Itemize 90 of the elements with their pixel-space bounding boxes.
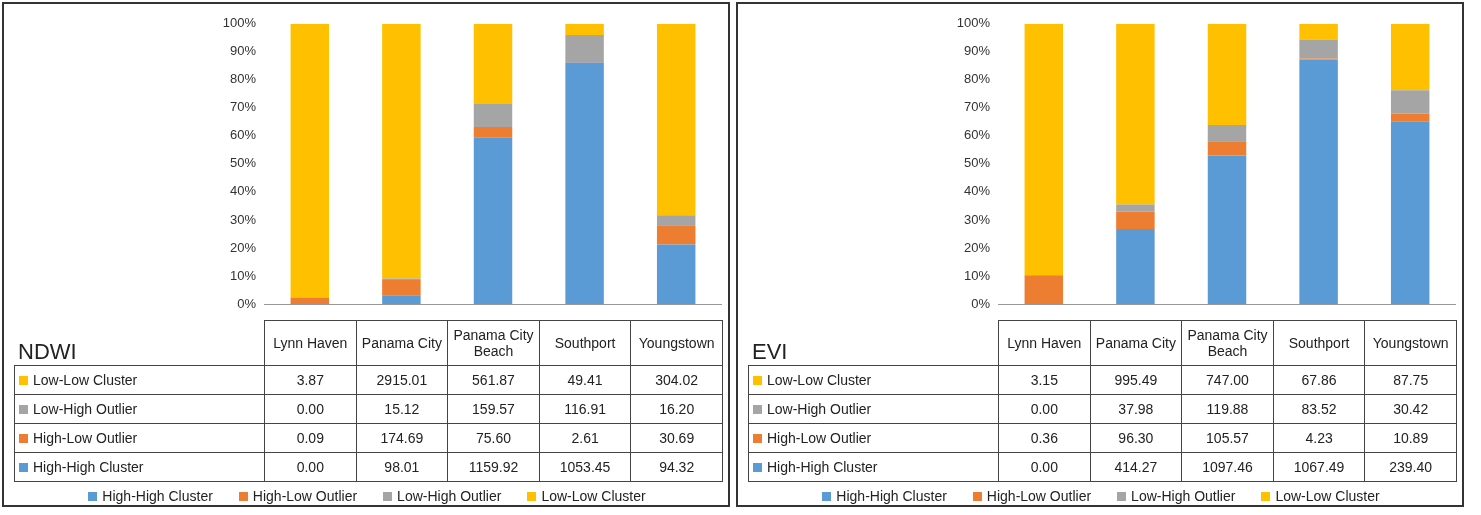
y-tick-label: 100% — [956, 15, 991, 31]
y-tick-label: 60% — [229, 127, 257, 143]
text: 16.20 — [630, 394, 723, 424]
legend-label: Low-Low Cluster — [14, 365, 265, 395]
text: 30.42 — [1364, 394, 1457, 424]
text: 174.69 — [356, 423, 448, 453]
text: 119.88 — [1181, 394, 1274, 424]
text: 0.09 — [264, 423, 357, 453]
text: 49.41 — [539, 365, 631, 395]
text: 37.98 — [1090, 394, 1182, 424]
text: 2.61 — [539, 423, 631, 453]
y-tick-label: 80% — [229, 71, 257, 87]
y-tick-label: 0% — [971, 295, 991, 311]
text: 87.75 — [1364, 365, 1457, 395]
text: 1053.45 — [539, 452, 631, 482]
text: 30.69 — [630, 423, 723, 453]
legend-title: NDWI — [18, 339, 77, 365]
text: 3.15 — [998, 365, 1091, 395]
text: 239.40 — [1364, 452, 1457, 482]
text: 105.57 — [1181, 423, 1274, 453]
y-tick-label: 70% — [963, 99, 991, 115]
x-tick-label: Panama City — [1090, 320, 1182, 366]
legend-label: Low-High Outlier — [396, 488, 502, 504]
text: Low-Low Cluster — [1275, 488, 1380, 504]
y-tick-label: 0% — [237, 295, 257, 311]
text: 747.00 — [1181, 365, 1274, 395]
text: High-Low Outlier — [767, 430, 872, 446]
y-tick-label: 10% — [229, 267, 257, 283]
x-tick-label: Youngstown — [630, 320, 723, 366]
legend-title: EVI — [752, 339, 788, 365]
text: 0.00 — [264, 394, 357, 424]
x-tick-label: Youngstown — [1364, 320, 1457, 366]
text: 159.57 — [447, 394, 540, 424]
legend-label: High-High Cluster — [835, 488, 947, 504]
x-tick-label: Lynn Haven — [998, 320, 1091, 366]
text: 3.87 — [264, 365, 357, 395]
text: 0.00 — [998, 394, 1091, 424]
y-tick-label: 20% — [229, 239, 257, 255]
text: 1067.49 — [1273, 452, 1365, 482]
text: 0.00 — [998, 452, 1091, 482]
text: 98.01 — [356, 452, 448, 482]
y-tick-label: 10% — [963, 267, 991, 283]
y-tick-label: 70% — [229, 99, 257, 115]
y-tick-label: 40% — [229, 183, 257, 199]
y-tick-label: 80% — [963, 71, 991, 87]
x-tick-label: Southport — [539, 320, 631, 366]
text: High-Low Outlier — [33, 430, 138, 446]
y-tick-label: 60% — [963, 127, 991, 143]
x-tick-label: Southport — [1273, 320, 1365, 366]
text: Low-High Outlier — [767, 401, 872, 417]
text: 0.36 — [998, 423, 1091, 453]
text: 0.00 — [264, 452, 357, 482]
legend-label: High-Low Outlier — [985, 488, 1092, 504]
text: High-High Cluster — [33, 459, 144, 475]
text: 1097.46 — [1181, 452, 1274, 482]
text: 67.86 — [1273, 365, 1365, 395]
text: 2915.01 — [356, 365, 448, 395]
text: 1159.92 — [447, 452, 540, 482]
y-tick-label: 50% — [229, 155, 257, 171]
x-tick-label: Panama City Beach — [447, 320, 540, 366]
y-tick-label: 40% — [963, 183, 991, 199]
text: 995.49 — [1090, 365, 1182, 395]
text: 94.32 — [630, 452, 723, 482]
text: 414.27 — [1090, 452, 1182, 482]
text: 116.91 — [539, 394, 631, 424]
text: High-High Cluster — [767, 459, 878, 475]
text: 4.23 — [1273, 423, 1365, 453]
y-tick-label: 30% — [229, 211, 257, 227]
legend-label: High-High Cluster — [101, 488, 213, 504]
y-tick-label: 100% — [222, 15, 257, 31]
text: 15.12 — [356, 394, 448, 424]
text: 561.87 — [447, 365, 540, 395]
y-tick-label: 50% — [963, 155, 991, 171]
text: Low-High Outlier — [33, 401, 138, 417]
text: 96.30 — [1090, 423, 1182, 453]
x-tick-label: Lynn Haven — [264, 320, 357, 366]
legend-label: Low-High Outlier — [1130, 488, 1236, 504]
y-tick-label: 20% — [963, 239, 991, 255]
text: Low-Low Cluster — [541, 488, 646, 504]
y-tick-label: 90% — [229, 43, 257, 59]
text: 75.60 — [447, 423, 540, 453]
legend-label: Low-Low Cluster — [748, 365, 999, 395]
x-tick-label: Panama City — [356, 320, 448, 366]
y-tick-label: 30% — [963, 211, 991, 227]
text: 83.52 — [1273, 394, 1365, 424]
text: 304.02 — [630, 365, 723, 395]
x-tick-label: Panama City Beach — [1181, 320, 1274, 366]
text: 10.89 — [1364, 423, 1457, 453]
y-tick-label: 90% — [963, 43, 991, 59]
legend-label: High-Low Outlier — [251, 488, 358, 504]
